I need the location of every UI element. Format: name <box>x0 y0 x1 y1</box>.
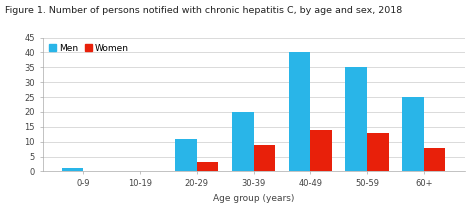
Bar <box>232 112 254 171</box>
Legend: Men, Women: Men, Women <box>47 42 131 55</box>
Bar <box>62 168 83 171</box>
Bar <box>175 139 197 171</box>
Bar <box>254 145 275 171</box>
Bar <box>424 148 446 171</box>
Bar <box>367 133 389 171</box>
Bar <box>289 52 310 171</box>
Bar <box>310 130 332 171</box>
Bar <box>402 97 424 171</box>
Text: Figure 1. Number of persons notified with chronic hepatitis C, by age and sex, 2: Figure 1. Number of persons notified wit… <box>5 6 402 15</box>
Bar <box>197 162 219 171</box>
Bar <box>346 67 367 171</box>
X-axis label: Age group (years): Age group (years) <box>213 194 294 203</box>
